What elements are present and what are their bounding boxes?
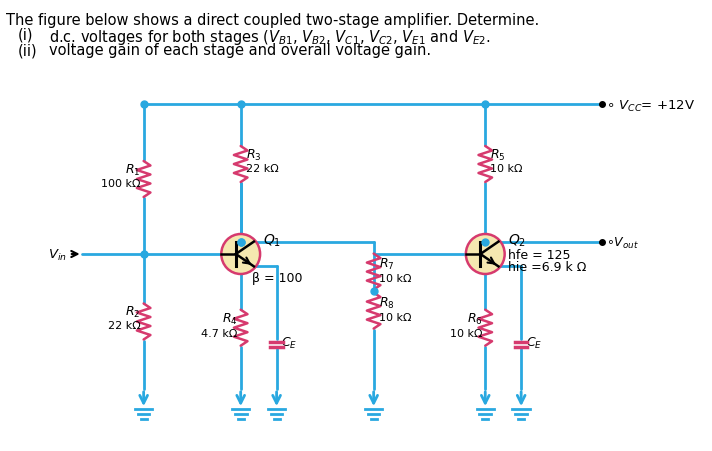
Text: (i): (i) — [18, 28, 33, 43]
Text: $\circ V_{out}$: $\circ V_{out}$ — [606, 235, 639, 251]
Text: $R_8$: $R_8$ — [379, 295, 394, 310]
Text: (ii): (ii) — [18, 43, 37, 58]
Text: $R_2$: $R_2$ — [125, 304, 141, 319]
Text: $C_E$: $C_E$ — [526, 335, 543, 350]
Text: $Q_2$: $Q_2$ — [508, 232, 525, 249]
Text: $R_5$: $R_5$ — [490, 147, 506, 162]
Circle shape — [221, 235, 260, 274]
Text: 10 kΩ: 10 kΩ — [490, 164, 523, 174]
Text: 10 kΩ: 10 kΩ — [450, 328, 482, 338]
Text: 22 kΩ: 22 kΩ — [246, 164, 278, 174]
Text: $R_6$: $R_6$ — [466, 312, 482, 327]
Text: $C_E$: $C_E$ — [281, 335, 298, 350]
Text: 100 kΩ: 100 kΩ — [101, 179, 141, 189]
Text: The figure below shows a direct coupled two-stage amplifier. Determine.: The figure below shows a direct coupled … — [6, 13, 539, 28]
Text: $Q_1$: $Q_1$ — [263, 232, 281, 249]
Text: voltage gain of each stage and overall voltage gain.: voltage gain of each stage and overall v… — [48, 43, 431, 58]
Text: 4.7 kΩ: 4.7 kΩ — [201, 328, 238, 338]
Text: hfe = 125: hfe = 125 — [508, 249, 570, 262]
Circle shape — [466, 235, 505, 274]
Text: β = 100: β = 100 — [252, 272, 303, 285]
Text: $V_{in}$: $V_{in}$ — [48, 247, 67, 262]
Text: $R_3$: $R_3$ — [246, 147, 261, 162]
Text: 10 kΩ: 10 kΩ — [379, 273, 411, 283]
Text: $R_7$: $R_7$ — [379, 257, 394, 272]
Text: $R_1$: $R_1$ — [125, 162, 141, 177]
Text: d.c. voltages for both stages ($V_{B1}$, $V_{B2}$, $V_{C1}$, $V_{C2}$, $V_{E1}$ : d.c. voltages for both stages ($V_{B1}$,… — [48, 28, 490, 47]
Text: 22 kΩ: 22 kΩ — [108, 321, 141, 331]
Text: $R_4$: $R_4$ — [222, 312, 238, 327]
Text: hie =6.9 k Ω: hie =6.9 k Ω — [508, 260, 586, 273]
Text: 10 kΩ: 10 kΩ — [379, 312, 411, 322]
Text: $\circ\ V_{CC}$= +12V: $\circ\ V_{CC}$= +12V — [606, 98, 695, 113]
